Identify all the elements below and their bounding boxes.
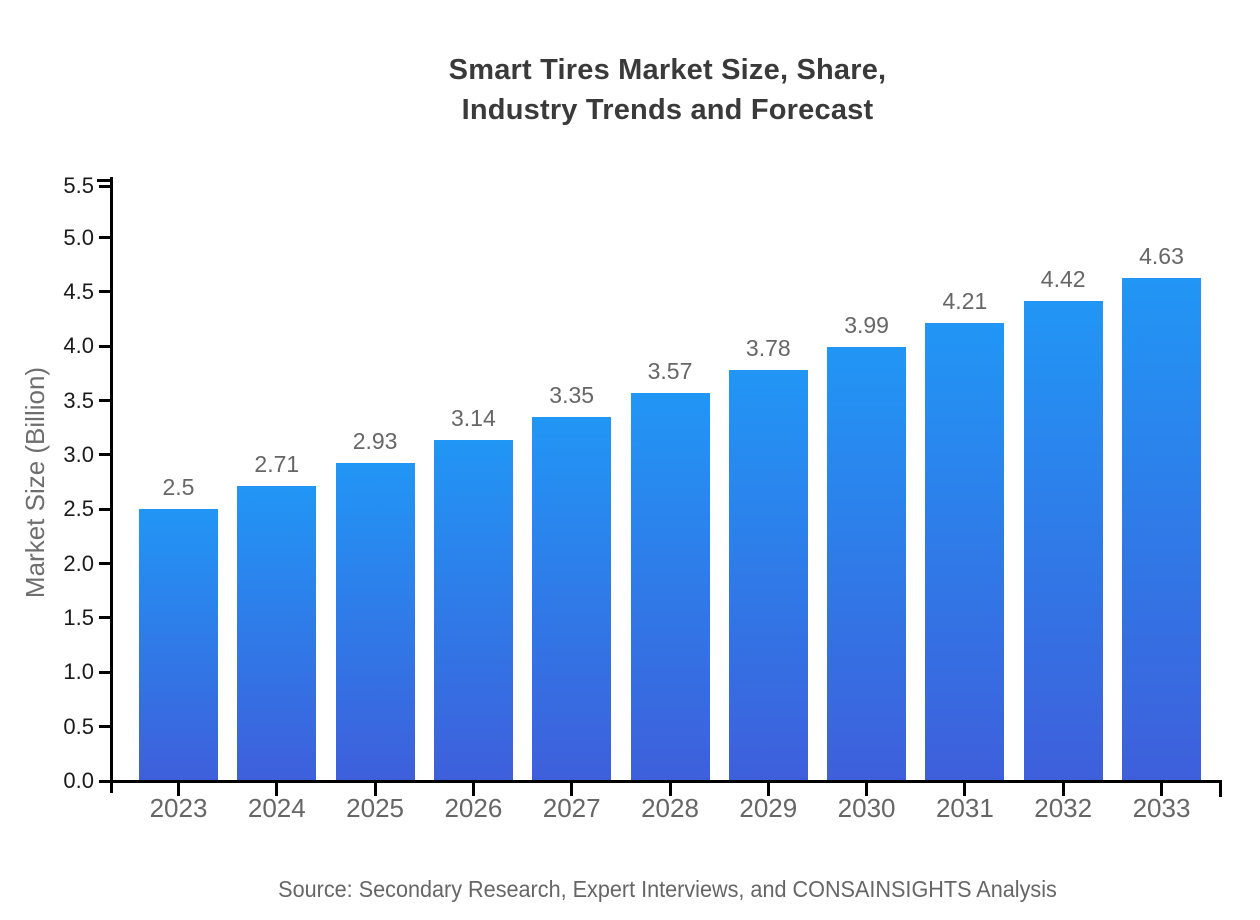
- y-tick-label: 5.0: [63, 224, 94, 250]
- x-tick: [668, 782, 672, 796]
- y-tick: [99, 725, 113, 729]
- x-tick: [570, 782, 574, 796]
- bar-2030: [827, 347, 907, 780]
- y-tick: [99, 344, 113, 348]
- x-tick-label: 2033: [1132, 793, 1191, 823]
- y-tick-label: 4.5: [63, 278, 94, 304]
- bar-2029: [728, 370, 808, 780]
- bar-2024: [237, 486, 317, 780]
- x-tick: [275, 782, 279, 796]
- bar-value-label: 4.42: [1040, 265, 1086, 292]
- y-tick: [99, 507, 113, 511]
- bar-2028: [630, 392, 710, 780]
- x-tick: [865, 782, 869, 796]
- bar-value-label: 3.78: [745, 335, 791, 362]
- bar-2025: [335, 462, 415, 780]
- x-tick-label: 2029: [739, 793, 798, 823]
- bar-value-label: 2.5: [162, 474, 195, 501]
- x-tick: [963, 782, 967, 796]
- y-tick: [99, 562, 113, 566]
- bar-2032: [1023, 300, 1103, 780]
- y-tick: [99, 779, 113, 783]
- bar-value-label: 3.14: [451, 404, 496, 431]
- y-tick-label: 3.5: [63, 387, 94, 413]
- x-tick-label: 2025: [346, 793, 405, 823]
- x-tick-label: 2028: [641, 793, 699, 823]
- y-tick: [99, 399, 113, 403]
- bar-2023: [139, 509, 218, 780]
- y-axis-title: Market Size (Billion): [10, 183, 62, 781]
- y-tick: [99, 290, 113, 294]
- y-tick-label: 0.0: [63, 768, 94, 793]
- x-tick: [177, 782, 180, 796]
- x-tick-label: 2032: [1034, 793, 1093, 823]
- x-tick-label: 2027: [542, 793, 601, 823]
- x-tick: [1061, 782, 1065, 796]
- y-tick-label: 1.0: [63, 659, 94, 685]
- y-tick-label: 4.0: [63, 333, 94, 359]
- y-tick: [99, 453, 113, 457]
- bar-2026: [433, 439, 513, 780]
- bar-value-label: 2.93: [352, 427, 398, 454]
- chart-title-line1: Smart Tires Market Size, Share,: [448, 54, 887, 86]
- bar-value-label: 3.35: [549, 381, 595, 408]
- bar-value-label: 3.57: [647, 357, 693, 384]
- y-tick: [99, 184, 113, 188]
- y-tick-label: 2.5: [63, 496, 94, 522]
- x-tick: [471, 782, 475, 796]
- y-tick-label: 2.0: [63, 550, 94, 576]
- x-tick: [1160, 782, 1163, 796]
- y-tick-label: 1.5: [63, 604, 94, 630]
- bar-value-label: 4.21: [942, 288, 988, 315]
- x-tick: [373, 782, 377, 796]
- x-tick-label: 2024: [247, 793, 306, 823]
- y-tick-label: 5.5: [63, 173, 94, 198]
- bar-value-label: 3.99: [844, 312, 889, 339]
- x-tick-label: 2031: [935, 793, 994, 823]
- x-axis-end-tick: [1219, 780, 1222, 797]
- chart-title: Smart Tires Market Size, Share, Industry…: [113, 50, 1222, 130]
- chart-title-line2: Industry Trends and Forecast: [461, 94, 874, 126]
- y-tick: [99, 670, 113, 674]
- x-axis-line: [110, 780, 1222, 783]
- bar-value-label: 2.71: [254, 451, 300, 478]
- bar-2033: [1122, 277, 1201, 780]
- x-tick-label: 2030: [837, 793, 896, 823]
- y-axis-line: [110, 177, 113, 793]
- bar-2031: [925, 323, 1005, 780]
- bar-value-label: 4.63: [1139, 242, 1184, 269]
- y-axis-top-cap: [97, 179, 113, 182]
- y-tick-label: 0.5: [63, 713, 94, 739]
- x-tick-label: 2026: [444, 793, 503, 823]
- y-tick-label: 3.0: [63, 441, 94, 467]
- bar-2027: [532, 416, 612, 780]
- y-tick: [99, 616, 113, 620]
- x-tick: [766, 782, 770, 796]
- y-tick: [99, 236, 113, 239]
- source-note: Source: Secondary Research, Expert Inter…: [278, 876, 1057, 902]
- x-tick-label: 2023: [149, 793, 208, 823]
